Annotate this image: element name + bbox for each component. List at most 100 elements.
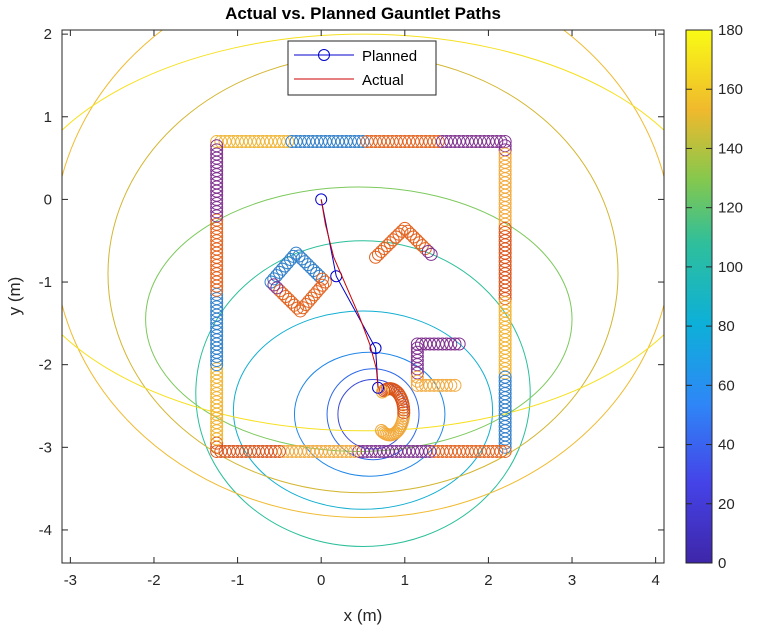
obstacle-marker — [235, 444, 249, 458]
obstacle-marker — [348, 444, 362, 458]
obstacle-marker — [423, 378, 437, 392]
legend: Planned Actual — [287, 40, 437, 96]
contour-level-160 — [62, 30, 664, 518]
obstacle-marker — [264, 135, 278, 149]
obstacle-marker — [310, 135, 324, 149]
colorbar-tick-label: 100 — [718, 259, 743, 276]
obstacle-marker — [389, 135, 403, 149]
chart-title: Actual vs. Planned Gauntlet Paths — [225, 4, 501, 23]
obstacle-marker — [286, 249, 300, 263]
obstacle-marker — [469, 444, 483, 458]
obstacle-marker — [318, 135, 332, 149]
obstacle-marker — [431, 135, 445, 149]
obstacle-marker — [419, 337, 433, 351]
y-tick-label: -1 — [39, 274, 52, 291]
obstacle-marker — [448, 378, 462, 392]
obstacle-marker — [214, 135, 228, 149]
obstacle-marker — [297, 444, 311, 458]
obstacle-marker — [377, 384, 391, 398]
obstacle-marker — [356, 444, 370, 458]
obstacle-marker — [314, 135, 328, 149]
obstacle-marker — [444, 378, 458, 392]
obstacle-marker — [285, 444, 299, 458]
obstacle-marker — [272, 444, 286, 458]
colorbar-tick-label: 180 — [718, 22, 743, 39]
x-tick-label: 3 — [568, 572, 576, 589]
y-tick-label: 2 — [44, 26, 52, 43]
obstacle-marker — [315, 272, 329, 286]
contour-level-100 — [195, 240, 531, 547]
obstacle-marker — [486, 444, 500, 458]
obstacle-marker — [440, 135, 454, 149]
obstacle-marker — [264, 444, 278, 458]
colorbar-tick-label: 160 — [718, 81, 743, 98]
obstacle-marker — [406, 135, 420, 149]
colorbar-ticks: 180 160 140 120 100 80 60 40 20 0 — [686, 22, 743, 572]
obstacle-marker — [398, 444, 412, 458]
obstacle-marker — [302, 135, 316, 149]
obstacle-marker — [377, 444, 391, 458]
y-axis-label: y (m) — [5, 277, 24, 316]
obstacle-marker — [448, 444, 462, 458]
obstacle-marker — [327, 135, 341, 149]
colorbar-tick-label: 140 — [718, 140, 743, 157]
obstacle-marker — [410, 444, 424, 458]
legend-actual-label: Actual — [362, 72, 404, 89]
obstacle-marker — [415, 337, 429, 351]
obstacle-marker — [377, 135, 391, 149]
colorbar-tick-label: 120 — [718, 200, 743, 217]
obstacle-marker — [231, 444, 245, 458]
y-tick-label: -2 — [39, 357, 52, 374]
plot-frame — [61, 29, 665, 564]
obstacle-marker — [251, 444, 265, 458]
obstacle-marker — [410, 378, 424, 392]
obstacle-marker — [285, 135, 299, 149]
obstacle-layer — [210, 135, 512, 458]
obstacle-marker — [239, 135, 253, 149]
obstacle-marker — [210, 143, 224, 157]
obstacle-marker — [306, 135, 320, 149]
obstacle-marker — [481, 444, 495, 458]
obstacle-marker — [435, 135, 449, 149]
x-tick-label: -1 — [231, 572, 244, 589]
legend-planned-marker — [318, 49, 330, 61]
obstacle-marker — [494, 135, 508, 149]
obstacle-marker — [448, 135, 462, 149]
obstacle-marker — [473, 135, 487, 149]
obstacle-marker — [440, 378, 454, 392]
obstacle-marker — [473, 444, 487, 458]
contour-level-180 — [62, 33, 664, 432]
obstacle-marker — [356, 135, 370, 149]
obstacle-marker — [277, 135, 291, 149]
obstacle-marker — [427, 378, 441, 392]
obstacle-marker — [251, 135, 265, 149]
obstacle-marker — [435, 444, 449, 458]
obstacle-marker — [277, 444, 291, 458]
obstacle-marker — [375, 385, 389, 399]
obstacle-marker — [364, 444, 378, 458]
obstacle-marker — [239, 444, 253, 458]
obstacle-marker — [210, 139, 224, 153]
obstacle-marker — [419, 135, 433, 149]
obstacle-marker — [477, 135, 491, 149]
x-tick-label: 0 — [317, 572, 325, 589]
obstacle-marker — [444, 444, 458, 458]
series-point-planned — [369, 342, 382, 355]
obstacle-marker — [423, 444, 437, 458]
obstacle-marker — [297, 135, 311, 149]
obstacle-marker — [392, 423, 406, 437]
obstacle-marker — [318, 444, 332, 458]
obstacle-marker — [289, 444, 303, 458]
obstacle-marker — [268, 444, 282, 458]
obstacle-marker — [373, 135, 387, 149]
contour-level-40 — [326, 368, 420, 461]
obstacle-marker — [490, 135, 504, 149]
plot-area — [62, 30, 664, 563]
obstacle-marker — [498, 440, 512, 454]
obstacle-marker — [410, 370, 424, 384]
obstacle-marker — [310, 444, 324, 458]
obstacle-marker — [452, 444, 466, 458]
obstacle-marker — [267, 278, 281, 292]
obstacle-marker — [348, 135, 362, 149]
